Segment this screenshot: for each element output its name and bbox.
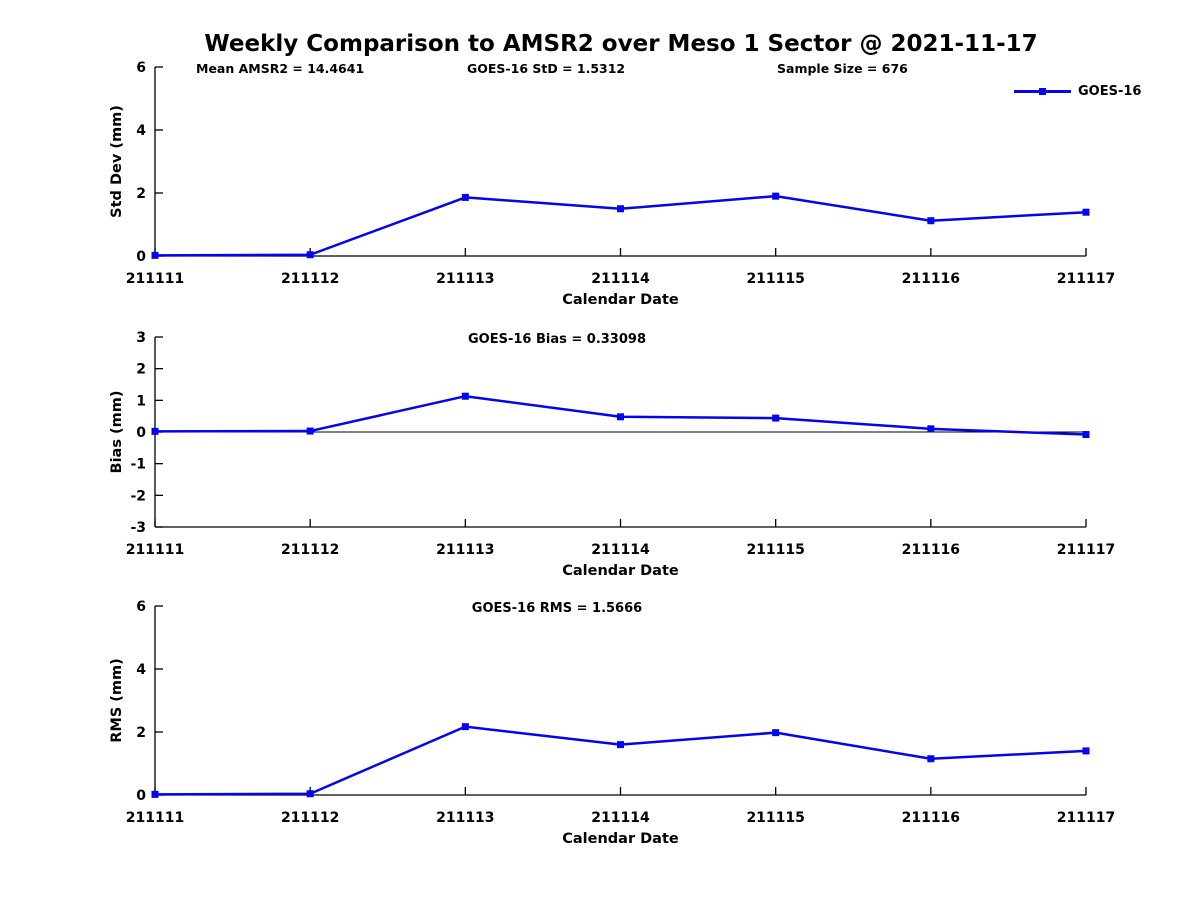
x-tick-label: 211111 <box>126 810 184 826</box>
x-tick-label: 211117 <box>1057 271 1115 287</box>
subplot-title: GOES-16 Bias = 0.33098 <box>468 332 646 347</box>
y-tick-label: -1 <box>130 457 146 473</box>
data-point-marker <box>151 427 159 435</box>
data-point-marker <box>461 193 469 201</box>
x-tick-label: 211111 <box>126 271 184 287</box>
y-tick-label: 4 <box>136 662 146 678</box>
data-point-marker <box>772 414 780 422</box>
y-tick-label: 0 <box>136 788 146 804</box>
x-tick-label: 211115 <box>746 271 804 287</box>
data-point-marker <box>617 741 624 749</box>
x-tick-label: 211115 <box>746 810 804 826</box>
x-tick-label: 211116 <box>902 271 960 287</box>
x-tick-label: 211116 <box>902 542 960 558</box>
x-tick-label: 211115 <box>746 542 804 558</box>
y-tick-label: 2 <box>136 725 146 741</box>
y-tick-label: 2 <box>136 362 146 378</box>
data-point-marker <box>617 205 624 213</box>
data-point-marker <box>151 251 159 259</box>
figure-title: Weekly Comparison to AMSR2 over Meso 1 S… <box>204 31 1038 57</box>
data-point-marker <box>151 790 159 798</box>
x-tick-label: 211114 <box>591 271 650 287</box>
legend: GOES-16 <box>1014 84 1141 99</box>
data-point-marker <box>927 217 935 225</box>
stat-sample-size: Sample Size = 676 <box>777 61 908 76</box>
y-tick-label: -2 <box>130 488 146 504</box>
data-point-marker <box>927 755 935 763</box>
x-tick-label: 211111 <box>126 542 184 558</box>
x-tick-label: 211116 <box>902 810 960 826</box>
x-axis-title: Calendar Date <box>562 563 679 579</box>
x-tick-label: 211112 <box>281 810 339 826</box>
data-point-marker <box>772 192 780 200</box>
y-axis-title: RMS (mm) <box>109 658 125 743</box>
y-tick-label: 0 <box>136 425 146 441</box>
x-tick-label: 211114 <box>591 810 650 826</box>
y-tick-label: 0 <box>136 249 146 265</box>
data-point-marker <box>772 729 780 737</box>
x-axis-title: Calendar Date <box>562 292 679 308</box>
data-point-marker <box>927 425 935 433</box>
y-tick-label: 2 <box>136 186 146 202</box>
data-point-marker <box>1082 431 1090 439</box>
data-point-marker <box>306 251 314 259</box>
y-tick-label: 4 <box>136 123 146 139</box>
x-tick-label: 211117 <box>1057 810 1115 826</box>
x-axis-title: Calendar Date <box>562 831 679 847</box>
x-tick-label: 211112 <box>281 271 339 287</box>
y-axis-title: Bias (mm) <box>109 391 125 474</box>
x-tick-label: 211114 <box>591 542 650 558</box>
x-tick-label: 211112 <box>281 542 339 558</box>
data-point-marker <box>461 723 469 731</box>
y-tick-label: 6 <box>136 60 146 76</box>
y-tick-label: 6 <box>136 599 146 615</box>
legend-label: GOES-16 <box>1078 84 1142 99</box>
y-tick-label: 1 <box>136 393 146 409</box>
y-tick-label: -3 <box>130 520 146 536</box>
x-tick-label: 211113 <box>436 810 494 826</box>
stat-goes16-std: GOES-16 StD = 1.5312 <box>467 61 626 76</box>
data-point-marker <box>306 427 314 435</box>
stat-mean-amsr2: Mean AMSR2 = 14.4641 <box>196 61 365 76</box>
y-tick-label: 3 <box>136 330 146 346</box>
x-tick-label: 211113 <box>436 271 494 287</box>
legend-square-marker-icon <box>1039 88 1046 95</box>
legend-line-sample <box>1014 88 1071 95</box>
data-point-marker <box>617 413 624 421</box>
x-tick-label: 211117 <box>1057 542 1115 558</box>
data-point-marker <box>461 392 469 400</box>
data-point-marker <box>306 790 314 798</box>
subplot-title: GOES-16 RMS = 1.5666 <box>472 601 642 616</box>
x-tick-label: 211113 <box>436 542 494 558</box>
data-point-marker <box>1082 208 1090 216</box>
series-line-goes-16 <box>154 725 1087 796</box>
data-point-marker <box>1082 747 1090 755</box>
y-axis-title: Std Dev (mm) <box>109 105 125 218</box>
series-line-goes-16 <box>154 194 1087 257</box>
